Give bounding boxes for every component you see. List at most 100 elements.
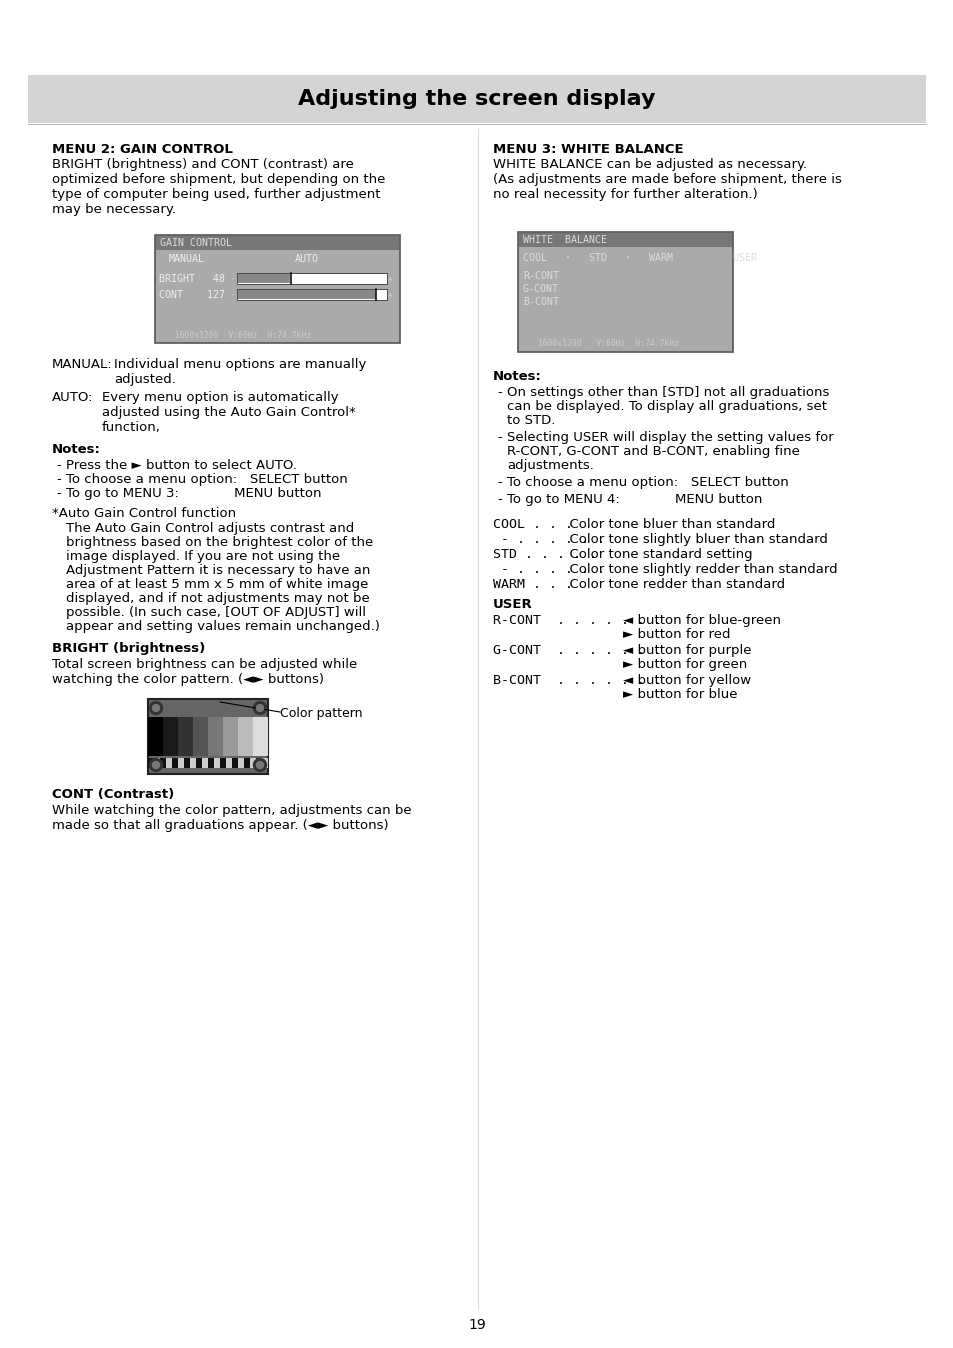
Circle shape	[256, 762, 263, 768]
Bar	[236, 288, 387, 301]
Text: 1600x1200   V:60Hz  H:74.7kHz: 1600x1200 V:60Hz H:74.7kHz	[527, 340, 679, 349]
Bar	[255, 758, 262, 768]
Bar	[250, 758, 255, 768]
Text: USER: USER	[493, 599, 532, 611]
Text: To choose a menu option:   SELECT button: To choose a menu option: SELECT button	[506, 476, 788, 489]
Bar	[237, 717, 253, 756]
Text: can be displayed. To display all graduations, set: can be displayed. To display all graduat…	[506, 400, 826, 412]
Text: R-CONT: R-CONT	[522, 271, 558, 280]
Text: +: +	[388, 291, 393, 299]
Text: Color tone slightly redder than standard: Color tone slightly redder than standard	[560, 563, 837, 576]
Circle shape	[253, 701, 266, 714]
Text: B-CONT  . . . . . . .: B-CONT . . . . . . .	[493, 674, 660, 687]
Text: MENU 2: GAIN CONTROL: MENU 2: GAIN CONTROL	[52, 143, 233, 156]
Text: -: -	[497, 431, 501, 443]
Text: Individual menu options are manually: Individual menu options are manually	[113, 359, 366, 371]
Text: - . . . . . .: - . . . . . .	[493, 532, 604, 546]
Bar	[190, 758, 195, 768]
Text: Adjustment Pattern it is necessary to have an: Adjustment Pattern it is necessary to ha…	[66, 563, 370, 577]
Text: adjusted using the Auto Gain Control*: adjusted using the Auto Gain Control*	[102, 406, 355, 419]
Text: made so that all graduations appear. (◄► buttons): made so that all graduations appear. (◄►…	[52, 820, 388, 832]
Circle shape	[150, 701, 162, 714]
Text: G-CONT  . . . . . . .: G-CONT . . . . . . .	[493, 644, 660, 656]
Text: -: -	[497, 386, 501, 399]
Text: appear and setting values remain unchanged.): appear and setting values remain unchang…	[66, 620, 379, 634]
Text: AUTO:: AUTO:	[52, 391, 93, 404]
Text: To choose a menu option:   SELECT button: To choose a menu option: SELECT button	[66, 473, 348, 487]
Bar	[148, 758, 153, 768]
Bar	[223, 717, 237, 756]
Circle shape	[253, 759, 266, 771]
Text: Color tone standard setting: Color tone standard setting	[560, 549, 752, 561]
Text: type of computer being used, further adjustment: type of computer being used, further adj…	[52, 187, 380, 201]
Text: brightness based on the brightest color of the: brightness based on the brightest color …	[66, 537, 373, 549]
Circle shape	[150, 759, 162, 771]
Text: to STD.: to STD.	[506, 414, 555, 427]
Text: Color tone redder than standard: Color tone redder than standard	[560, 578, 784, 590]
Text: -: -	[497, 493, 501, 506]
Bar	[193, 717, 208, 756]
Text: Every menu option is automatically: Every menu option is automatically	[102, 391, 338, 404]
Text: Adjusting the screen display: Adjusting the screen display	[298, 89, 655, 109]
Circle shape	[152, 762, 159, 768]
Bar	[208, 717, 223, 756]
Text: Notes:: Notes:	[52, 443, 101, 456]
Text: CONT (Contrast): CONT (Contrast)	[52, 789, 174, 801]
Text: area of at least 5 mm x 5 mm of white image: area of at least 5 mm x 5 mm of white im…	[66, 578, 368, 590]
Text: CONT    127: CONT 127	[159, 290, 225, 301]
Text: On settings other than [STD] not all graduations: On settings other than [STD] not all gra…	[506, 386, 828, 399]
Text: BRIGHT   48: BRIGHT 48	[159, 274, 225, 284]
Text: Color tone slightly bluer than standard: Color tone slightly bluer than standard	[560, 532, 827, 546]
Bar	[148, 717, 163, 756]
Text: To go to MENU 4:             MENU button: To go to MENU 4: MENU button	[506, 493, 761, 506]
Text: Total screen brightness can be adjusted while: Total screen brightness can be adjusted …	[52, 658, 356, 671]
Circle shape	[152, 705, 159, 712]
Text: displayed, and if not adjustments may not be: displayed, and if not adjustments may no…	[66, 592, 370, 605]
Bar	[148, 700, 268, 774]
Text: Press the ► button to select AUTO.: Press the ► button to select AUTO.	[66, 460, 296, 472]
Text: MANUAL: MANUAL	[169, 253, 205, 264]
Text: G-CONT: G-CONT	[522, 284, 558, 294]
Bar	[166, 758, 172, 768]
Bar	[163, 717, 178, 756]
Bar	[226, 758, 232, 768]
Bar	[253, 717, 268, 756]
Bar	[156, 236, 398, 249]
Text: -: -	[56, 473, 61, 487]
Text: (As adjustments are made before shipment, there is: (As adjustments are made before shipment…	[493, 173, 841, 186]
Text: may be necessary.: may be necessary.	[52, 204, 175, 216]
Bar	[213, 758, 220, 768]
Text: MANUAL:: MANUAL:	[52, 359, 112, 371]
Bar	[160, 758, 166, 768]
Text: image displayed. If you are not using the: image displayed. If you are not using th…	[66, 550, 340, 563]
Text: COOL   ·   STD   ·   WARM          USER: COOL · STD · WARM USER	[522, 253, 757, 263]
Bar	[184, 758, 190, 768]
Bar	[244, 758, 250, 768]
Text: WHITE  BALANCE: WHITE BALANCE	[522, 235, 606, 245]
Bar	[178, 717, 193, 756]
Text: MENU 3: WHITE BALANCE: MENU 3: WHITE BALANCE	[493, 143, 683, 156]
Text: optimized before shipment, but depending on the: optimized before shipment, but depending…	[52, 173, 385, 186]
Text: The Auto Gain Control adjusts contrast and: The Auto Gain Control adjusts contrast a…	[66, 522, 354, 535]
Text: Selecting USER will display the setting values for: Selecting USER will display the setting …	[506, 431, 833, 443]
Text: ◄ button for purple: ◄ button for purple	[622, 644, 751, 656]
Text: adjusted.: adjusted.	[113, 373, 175, 386]
Text: Color tone bluer than standard: Color tone bluer than standard	[560, 518, 775, 531]
Text: R-CONT  . . . . . . .: R-CONT . . . . . . .	[493, 613, 660, 627]
Text: *Auto Gain Control function: *Auto Gain Control function	[52, 507, 236, 520]
Text: -: -	[231, 275, 235, 283]
Text: ► button for green: ► button for green	[622, 658, 746, 671]
Text: R-CONT, G-CONT and B-CONT, enabling fine: R-CONT, G-CONT and B-CONT, enabling fine	[506, 445, 799, 458]
Bar	[236, 274, 387, 284]
Bar	[518, 233, 731, 247]
Text: Color pattern: Color pattern	[280, 706, 362, 720]
Text: 1600x1200  V:60Hz  H:74.7kHz: 1600x1200 V:60Hz H:74.7kHz	[165, 330, 311, 340]
Text: ► button for blue: ► button for blue	[622, 687, 737, 701]
Text: B-CONT: B-CONT	[522, 297, 558, 307]
Bar	[237, 274, 291, 283]
Text: While watching the color pattern, adjustments can be: While watching the color pattern, adjust…	[52, 803, 411, 817]
Bar	[172, 758, 178, 768]
Text: no real necessity for further alteration.): no real necessity for further alteration…	[493, 187, 757, 201]
Text: -: -	[56, 487, 61, 500]
Text: - . . . . . .: - . . . . . .	[493, 563, 604, 576]
